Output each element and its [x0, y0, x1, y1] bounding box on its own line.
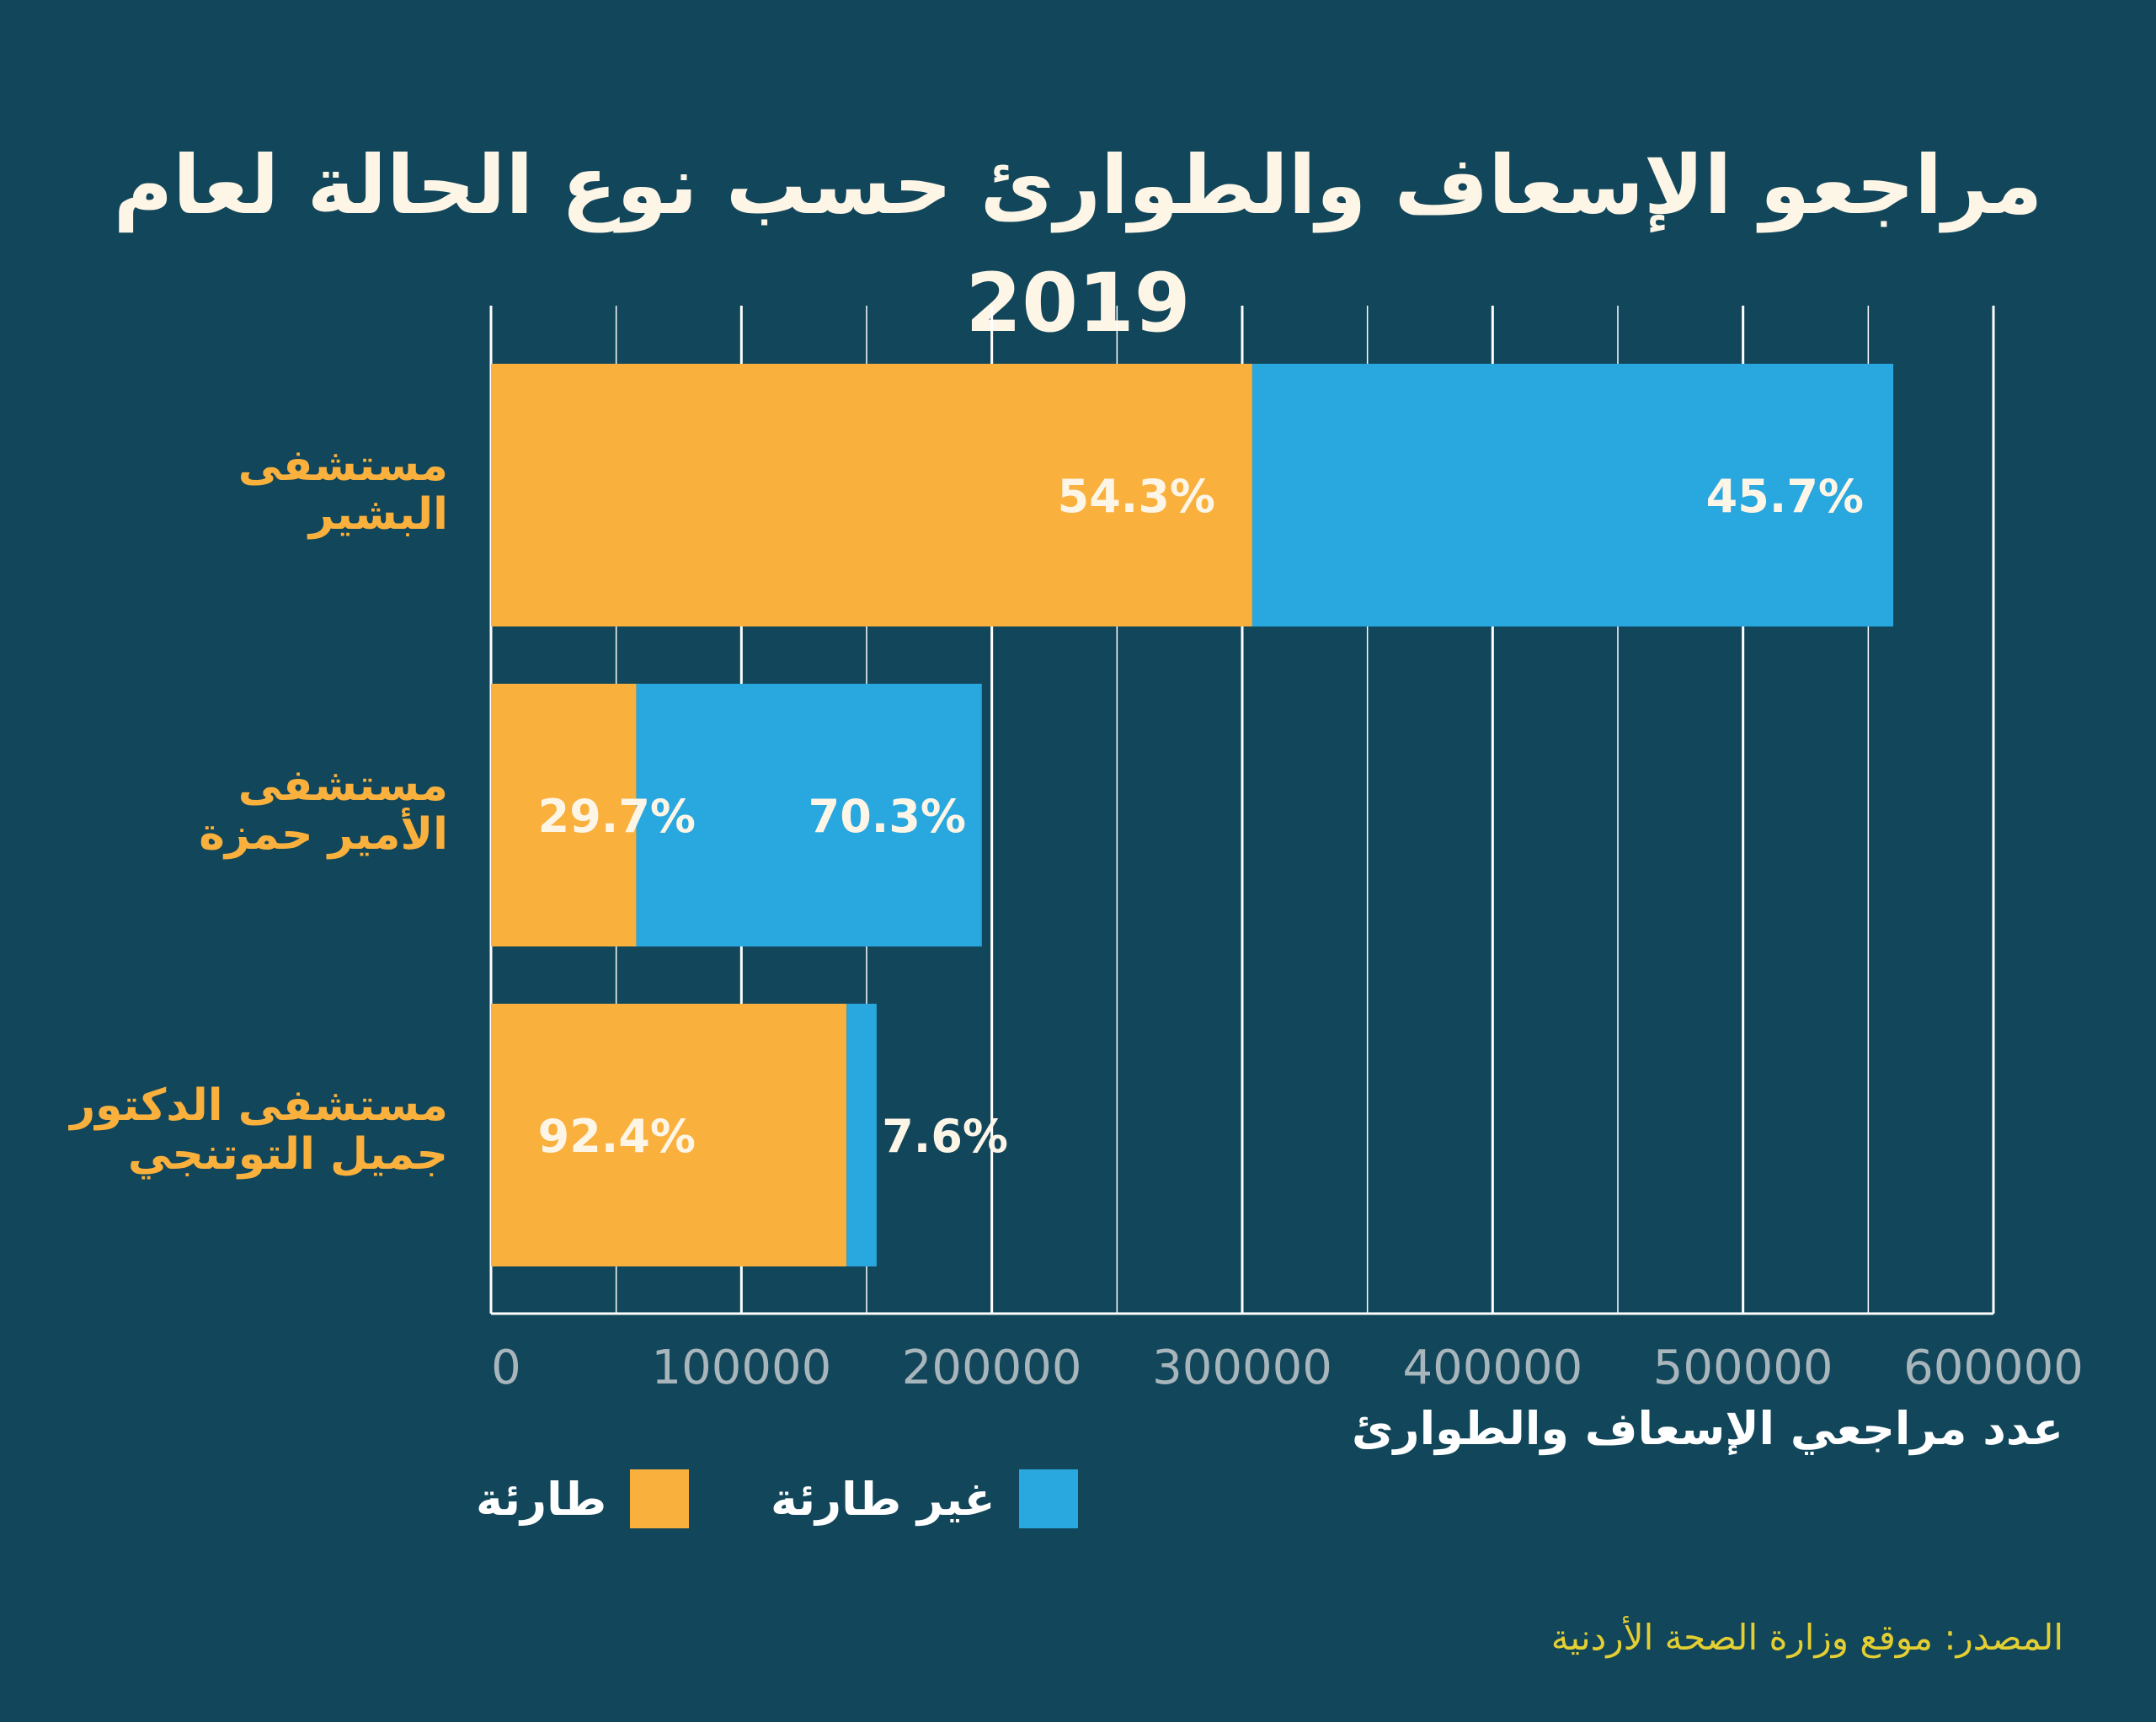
bar-emergency — [491, 1004, 847, 1266]
legend-swatch-non-emergency — [1018, 1469, 1078, 1528]
data-label: 54.3% — [1058, 470, 1215, 523]
x-tick-label: 0 — [491, 1341, 521, 1395]
legend-label-emergency: طارئة — [476, 1472, 607, 1526]
data-label: 70.3% — [808, 790, 966, 843]
bar-non-emergency — [846, 1004, 877, 1266]
source-note: المصدر: موقع وزارة الصحة الأردنية — [1550, 1617, 2063, 1658]
bar-non-emergency — [1251, 364, 1894, 626]
x-tick-label: 100000 — [651, 1341, 831, 1395]
legend-swatch-emergency — [630, 1469, 690, 1528]
data-label: 45.7% — [1706, 470, 1864, 523]
data-label: 92.4% — [538, 1110, 696, 1163]
chart-title: مراجعو الإسعاف والطوارئ حسب نوع الحالة ل… — [113, 138, 2043, 350]
x-tick-label: 500000 — [1653, 1341, 1833, 1395]
x-tick-label: 300000 — [1152, 1341, 1332, 1395]
category-label-bashir: مستشفى البشير — [237, 440, 448, 540]
legend-item-emergency: طارئة — [476, 1469, 690, 1528]
bar-emergency — [491, 364, 1252, 626]
data-label: 7.6% — [882, 1110, 1008, 1163]
bar-emergency — [491, 684, 637, 946]
data-label: 29.7% — [538, 790, 696, 843]
category-label-jamil-totanji: مستشفى الدكتور جميل التوتنجي — [70, 1080, 448, 1180]
x-tick-label: 200000 — [902, 1341, 1082, 1395]
legend-item-non-emergency: غير طارئة — [771, 1469, 1078, 1528]
x-tick-label: 600000 — [1903, 1341, 2084, 1395]
bar-non-emergency — [636, 684, 982, 946]
category-label-prince-hamza: مستشفى الأمير حمزة — [199, 760, 448, 860]
x-axis-title: عدد مراجعي الإسعاف والطوارئ — [1352, 1402, 2063, 1455]
x-tick-label: 400000 — [1402, 1341, 1582, 1395]
legend-label-non-emergency: غير طارئة — [771, 1472, 995, 1526]
